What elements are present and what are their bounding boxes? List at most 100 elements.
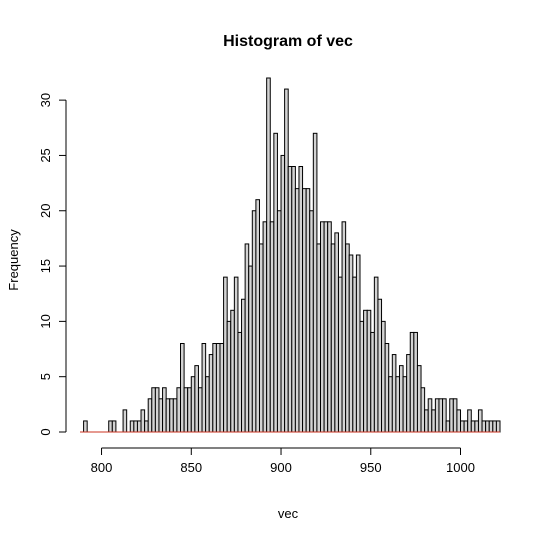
histogram-bar [330,243,336,433]
histogram-bar [316,243,322,433]
histogram-bar [384,343,390,433]
histogram-bar [409,331,415,433]
histogram-bar [352,276,357,433]
histogram-bar [147,398,153,433]
histogram-bar [424,409,429,433]
histogram-bar [233,276,239,433]
histogram-bar [237,331,243,433]
y-tick-label: 25 [38,148,53,162]
histogram-bar [373,276,379,433]
histogram-bar [251,210,257,433]
histogram-bar [172,398,178,433]
histogram-bar [136,420,142,433]
histogram-bar [492,420,497,433]
histogram-bar [165,398,171,433]
histogram-bar [248,265,253,433]
histogram-bar [323,221,329,433]
histogram-bar [395,376,400,433]
histogram-bar [377,298,383,433]
histogram-bar [341,221,347,433]
y-tick-label: 0 [38,428,53,435]
histogram-bar [391,354,397,433]
histogram-bar [449,398,454,433]
histogram-bar [208,354,214,433]
histogram-bar [194,365,199,433]
histogram-bar [406,354,411,433]
histogram-bar [108,420,113,433]
y-tick-label: 15 [38,259,53,273]
histogram-bar [266,77,271,433]
x-tick-label: 850 [180,460,202,475]
histogram-bar [309,210,314,433]
histogram-bar [269,221,275,433]
histogram-bar [219,343,225,433]
histogram-bar [474,420,479,433]
histogram-bar [312,132,318,433]
histogram-bar [381,320,386,433]
histogram-bar [402,376,408,433]
y-tick-label: 10 [38,314,53,328]
histogram-bar [460,420,465,433]
histogram-bar [434,398,440,433]
histogram-bar [226,320,232,433]
histogram-bar [488,420,494,433]
y-axis-label: Frequency [6,229,21,291]
histogram-bar [370,331,375,433]
histogram-bar [183,387,189,433]
y-axis: 0 5 10 15 20 25 30 [38,93,67,436]
histogram-bar [201,343,207,433]
histogram-bar [481,420,487,433]
histogram-bar [280,154,286,433]
histogram-bar [291,166,296,433]
histogram-bar [187,387,192,433]
x-tick-label: 900 [270,460,292,475]
histogram-bar [355,254,361,433]
y-tick-label: 30 [38,93,53,107]
histogram-bar [258,243,264,433]
histogram-bar [133,420,138,433]
histogram-bar [431,409,436,433]
histogram-bar [223,276,228,433]
histogram-bar [111,420,117,433]
histogram-bar [366,309,372,433]
y-tick-label: 20 [38,204,53,218]
histogram-bar [241,298,246,433]
histogram-bar [122,409,128,433]
histogram-bar [445,420,451,433]
histogram-bar [255,199,260,433]
x-axis: 800 850 900 950 1000 [91,447,475,475]
histogram-bar [162,387,167,433]
histogram-bar [205,376,210,433]
histogram-bar [416,365,422,433]
histogram-bar [215,343,221,433]
histogram-bar [212,343,217,433]
histogram-bar [287,166,293,433]
histogram-bar [467,409,472,433]
histogram-bar [388,376,393,433]
histogram-bar [294,188,300,433]
histogram-bar [302,188,307,433]
histogram-bar [154,387,160,433]
histogram-bar [452,398,458,433]
histogram-bar [180,343,185,433]
histogram-bar [438,398,444,433]
histogram-bar [334,232,339,433]
histogram-bar [176,387,182,433]
histogram-bar [456,409,462,433]
histogram-bar [477,409,483,433]
x-tick-label: 800 [91,460,113,475]
histogram-bar [230,309,235,433]
histogram-bar [320,221,325,433]
histogram-bar [348,254,354,433]
histogram-bar [337,276,343,433]
histogram-bar [273,132,278,433]
histogram-bar [398,365,404,433]
histogram-bar [427,398,433,433]
histogram-bar [359,320,365,433]
chart-title: Histogram of vec [223,33,353,50]
histogram-bar [276,210,282,433]
histogram-bar [144,420,149,433]
histogram-bar [83,420,88,433]
histogram-bar [262,221,268,433]
